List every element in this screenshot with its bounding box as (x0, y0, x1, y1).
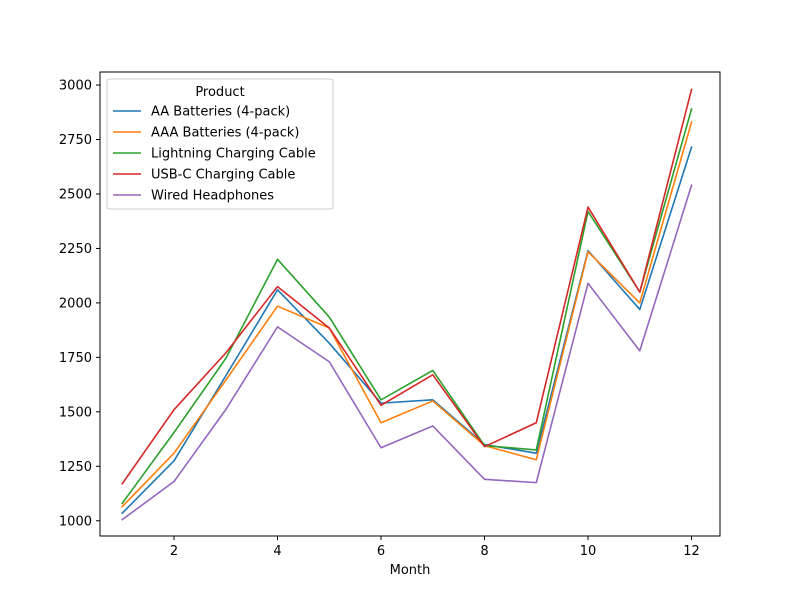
y-tick-label: 3000 (59, 79, 92, 94)
y-tick-label: 1250 (59, 460, 92, 475)
x-tick-label: 2 (170, 544, 178, 559)
y-tick-label: 2250 (59, 242, 92, 257)
x-tick-label: 4 (273, 544, 281, 559)
legend-title: Product (195, 85, 244, 100)
y-tick-label: 1500 (59, 405, 92, 420)
legend-label-4: USB-C Charging Cable (151, 168, 295, 183)
legend-label-1: AA Batteries (4-pack) (151, 105, 290, 120)
x-tick-label: 8 (480, 544, 488, 559)
x-tick-label: 10 (580, 544, 597, 559)
legend-label-5: Wired Headphones (151, 189, 274, 204)
plot-frame (99, 71, 721, 537)
series-line-2 (121, 121, 693, 508)
series-line-4 (121, 88, 693, 485)
series-line-3 (121, 108, 693, 505)
legend-label-2: AAA Batteries (4-pack) (151, 126, 299, 141)
legend: Product AA Batteries (4-pack) AAA Batteri… (106, 78, 334, 210)
legend-box (106, 78, 334, 210)
series-line-5 (121, 184, 693, 521)
y-tick-label: 2000 (59, 296, 92, 311)
legend-label-3: Lightning Charging Cable (151, 147, 316, 162)
y-tick-label: 2500 (59, 187, 92, 202)
x-tick-label: 6 (377, 544, 385, 559)
y-tick-label: 1750 (59, 351, 92, 366)
x-axis-label: Month (390, 563, 431, 578)
y-tick-label: 1000 (59, 514, 92, 529)
y-axis: 1000 1250 1500 1750 2000 2250 2500 2750 3000 (59, 79, 100, 529)
x-tick-label: 12 (683, 544, 700, 559)
x-axis: 2 4 6 8 10 12 (170, 536, 700, 559)
series-layer (121, 88, 693, 521)
y-tick-label: 2750 (59, 133, 92, 148)
legend-entries: AA Batteries (4-pack) AAA Batteries (4-pa… (113, 105, 316, 204)
